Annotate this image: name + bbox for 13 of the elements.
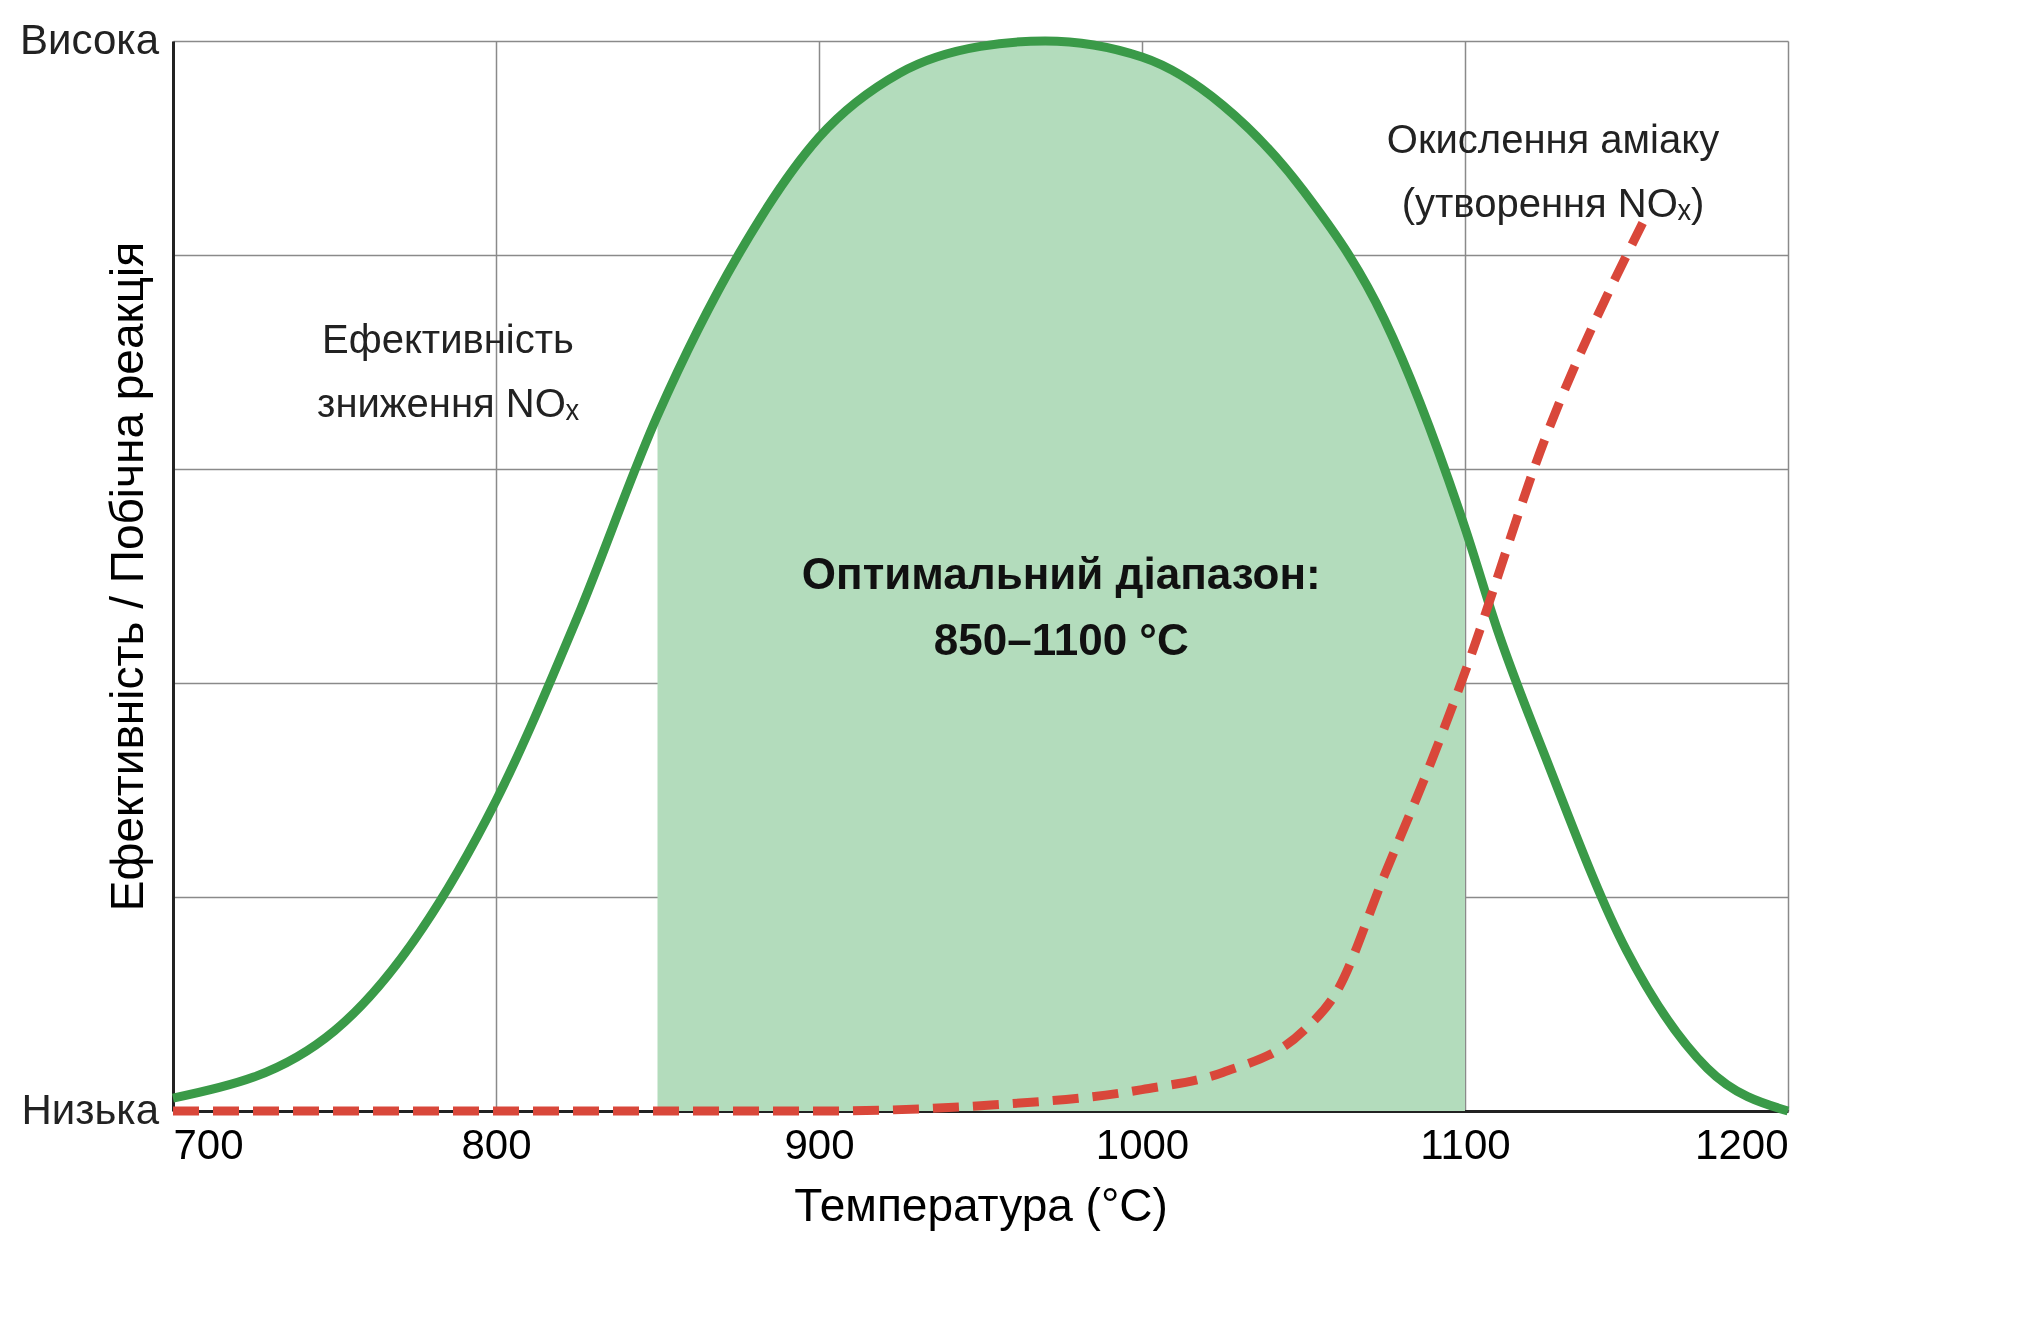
x-tick-label: 1100	[1420, 1120, 1511, 1168]
x-tick-label: 1200	[1695, 1120, 1789, 1168]
x-axis-title: Температура (°C)	[794, 1178, 1168, 1231]
x-tick-label: 900	[784, 1120, 855, 1168]
series-label: Ефективність зниження NOₓ	[317, 317, 580, 425]
series-label: Окислення аміаку (утворення NOₓ)	[1386, 117, 1720, 225]
text: Висока	[20, 16, 160, 63]
band-label: Оптимальний діапазон: 850–1100 °C	[801, 549, 1321, 664]
x-tick-label: 800	[461, 1120, 532, 1168]
y-axis-title: Ефективність / Побічна реакція	[101, 241, 153, 912]
x-tick-label: 700	[173, 1120, 244, 1168]
text: Низька	[21, 1086, 160, 1133]
x-tick-label: 1000	[1095, 1120, 1190, 1168]
